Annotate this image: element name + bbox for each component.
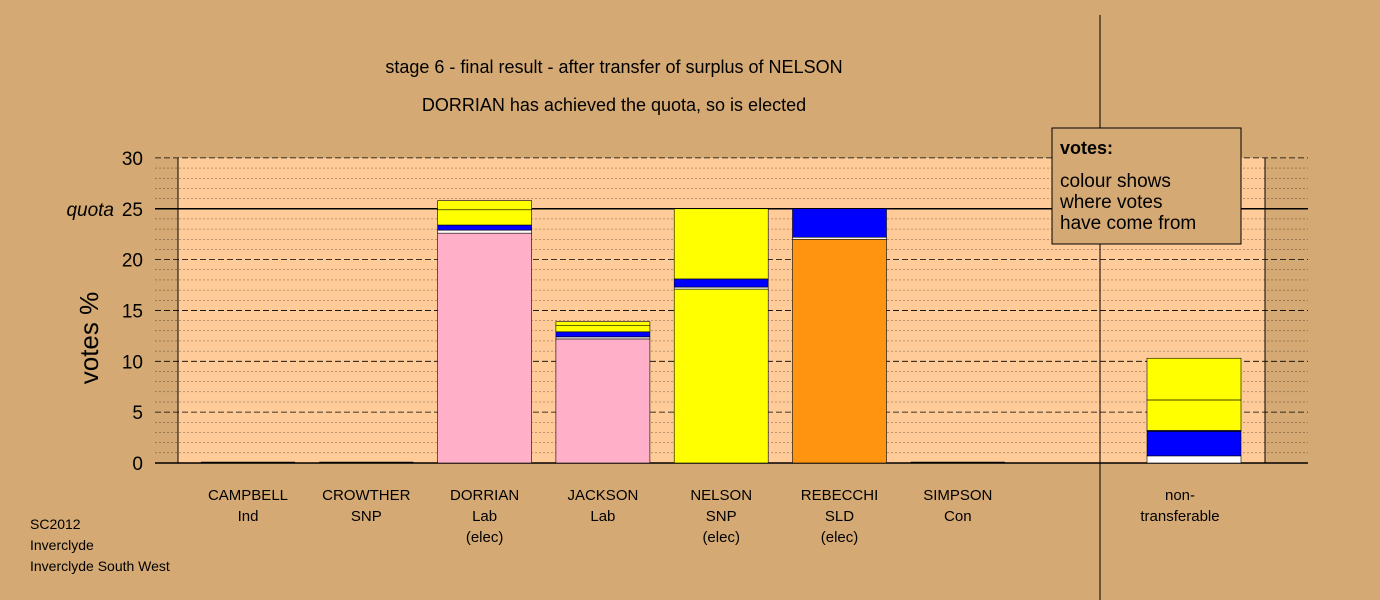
bar-segment (437, 209, 532, 226)
y-tick-label: 10 (122, 352, 143, 373)
bar-segment (437, 224, 532, 231)
x-tick-label: SNP (351, 508, 382, 525)
y-tick-label: 30 (122, 149, 143, 170)
x-tick-label: CROWTHER (322, 487, 410, 504)
y-tick-label: 15 (122, 301, 143, 322)
bar-segment (555, 331, 651, 338)
bar-segment (1146, 357, 1242, 401)
quota-label: quota (66, 200, 114, 221)
x-tick-label: (elec) (466, 529, 504, 546)
bar-segment (1146, 431, 1242, 457)
bar-segment (673, 288, 769, 464)
x-tick-label: Con (944, 508, 972, 525)
x-tick-label: Lab (590, 508, 615, 525)
x-tick-label: Lab (472, 508, 497, 525)
chart-subtitle: DORRIAN has achieved the quota, so is el… (422, 95, 806, 115)
y-axis-label: votes % (74, 292, 104, 385)
legend-line-2: where votes (1059, 192, 1162, 213)
x-axis-labels: CAMPBELL Ind CROWTHER SNP DORRIAN Lab (elec) JA… (208, 487, 1220, 546)
bar-segment (555, 325, 651, 333)
bar-segment (792, 236, 887, 240)
x-tick-label: REBECCHI (801, 487, 879, 504)
x-tick-label: transferable (1140, 508, 1219, 525)
bar-segment (673, 278, 769, 288)
bar-segment (437, 232, 532, 464)
bar-segment (437, 229, 532, 234)
footer-line-1: SC2012 (30, 516, 81, 532)
x-tick-label: NELSON (690, 487, 752, 504)
chart-title: stage 6 - final result - after transfer … (385, 57, 842, 77)
x-tick-label: CAMPBELL (208, 487, 288, 504)
y-tick-label: 20 (122, 251, 143, 272)
bar-segment (792, 238, 887, 464)
legend-box: votes: colour shows where votes have com… (1051, 127, 1242, 245)
y-axis: 0 5 10 15 20 25 30 quota (66, 149, 143, 475)
x-tick-label: JACKSON (567, 487, 638, 504)
bar-segment (437, 200, 532, 211)
bar-segment (673, 208, 769, 280)
y-tick-label: 25 (122, 200, 143, 221)
bar-segment (555, 338, 651, 464)
x-tick-label: Ind (238, 508, 259, 525)
x-tick-label: DORRIAN (450, 487, 519, 504)
bar-segment (792, 208, 887, 238)
y-tick-label: 0 (132, 454, 143, 475)
footer-line-2: Inverclyde (30, 537, 94, 553)
footer: SC2012 Inverclyde Inverclyde South West (30, 516, 170, 574)
bar-segment (1146, 399, 1242, 431)
x-tick-label: SNP (706, 508, 737, 525)
x-tick-label: SLD (825, 508, 854, 525)
x-tick-label: SIMPSON (923, 487, 992, 504)
bar-segment (555, 321, 651, 327)
y-tick-label: 5 (132, 403, 143, 424)
x-tick-label: (elec) (821, 529, 859, 546)
bar-group (201, 200, 1242, 464)
x-tick-label: (elec) (702, 529, 740, 546)
legend-heading: votes: (1060, 138, 1113, 158)
legend-line-3: have come from (1060, 213, 1196, 234)
legend-line-1: colour shows (1060, 171, 1171, 192)
bar-segment (673, 286, 769, 290)
footer-line-3: Inverclyde South West (30, 558, 170, 574)
bar-segment (555, 336, 651, 340)
x-tick-label: non- (1165, 487, 1195, 504)
bar-segment (1146, 455, 1242, 464)
